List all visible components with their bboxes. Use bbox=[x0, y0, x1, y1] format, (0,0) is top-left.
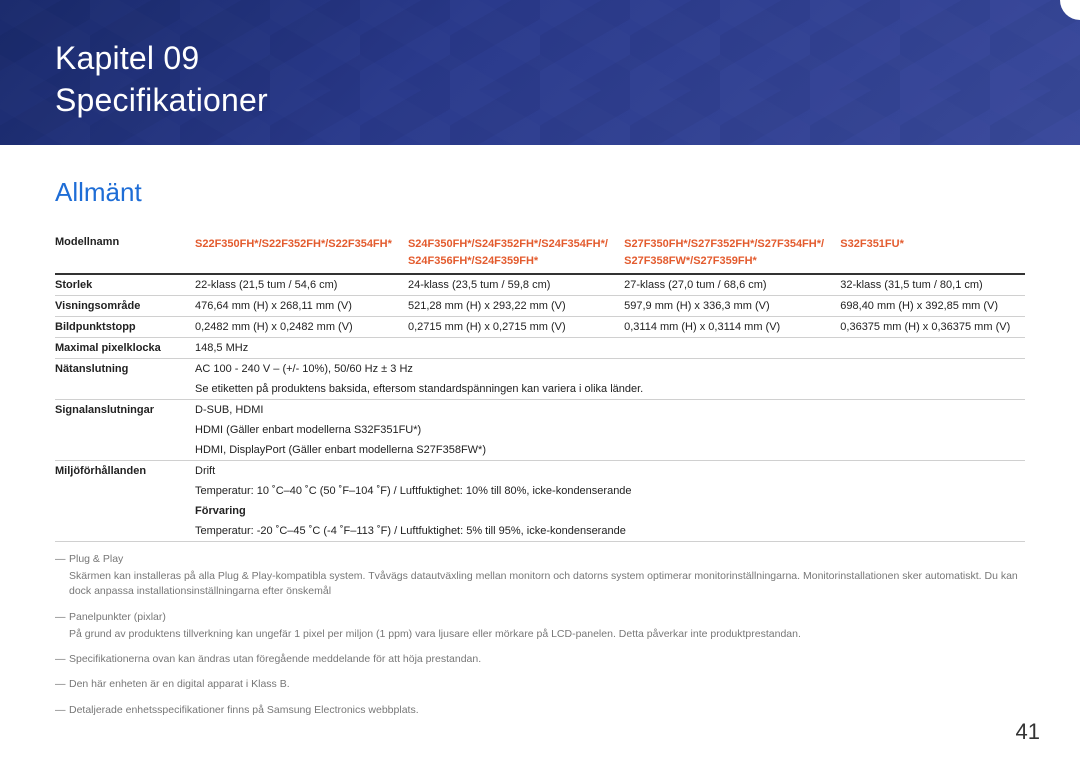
model-col-0: S22F350FH*/S22F352FH*/S22F354FH* bbox=[195, 232, 408, 274]
row-label bbox=[55, 420, 195, 440]
footnote: Den här enheten är en digital apparat i … bbox=[55, 677, 1025, 692]
chapter-title: Kapitel 09 Specifikationer bbox=[55, 38, 1080, 121]
table-cell-span: HDMI, DisplayPort (Gäller enbart modelle… bbox=[195, 440, 1025, 461]
table-cell: 476,64 mm (H) x 268,11 mm (V) bbox=[195, 296, 408, 317]
table-cell: 0,2715 mm (H) x 0,2715 mm (V) bbox=[408, 317, 624, 338]
table-cell: 0,2482 mm (H) x 0,2482 mm (V) bbox=[195, 317, 408, 338]
env-mode-text: Temperatur: 10 ˚C–40 ˚C (50 ˚F–104 ˚F) /… bbox=[195, 481, 1025, 501]
chapter-title-line1: Kapitel 09 bbox=[55, 40, 199, 76]
model-col-1: S24F350FH*/S24F352FH*/S24F354FH*/S24F356… bbox=[408, 232, 624, 274]
table-cell: 27-klass (27,0 tum / 68,6 cm) bbox=[624, 274, 840, 296]
header-modellnamn: Modellnamn bbox=[55, 232, 195, 274]
chapter-title-line2: Specifikationer bbox=[55, 82, 268, 118]
footnote: Detaljerade enhetsspecifikationer finns … bbox=[55, 703, 1025, 718]
table-cell-span: 148,5 MHz bbox=[195, 338, 1025, 359]
footnote-body: Den här enheten är en digital apparat i … bbox=[69, 678, 290, 690]
table-cell-span: AC 100 - 240 V – (+/- 10%), 50/60 Hz ± 3… bbox=[195, 359, 1025, 380]
footnote: Specifikationerna ovan kan ändras utan f… bbox=[55, 652, 1025, 667]
table-cell: 698,40 mm (H) x 392,85 mm (V) bbox=[840, 296, 1025, 317]
row-label: Maximal pixelklocka bbox=[55, 338, 195, 359]
env-mode-label: Drift bbox=[195, 461, 1025, 482]
page-corner-cut bbox=[1060, 0, 1080, 20]
footnote-title: Panelpunkter (pixlar) bbox=[69, 610, 1025, 625]
footnote-body: Detaljerade enhetsspecifikationer finns … bbox=[69, 704, 419, 716]
footnote: Plug & Play Skärmen kan installeras på al… bbox=[55, 552, 1025, 600]
row-label: Visningsområde bbox=[55, 296, 195, 317]
row-label: Bildpunktstopp bbox=[55, 317, 195, 338]
footnote-body: Specifikationerna ovan kan ändras utan f… bbox=[69, 653, 481, 665]
footnote-body: På grund av produktens tillverkning kan … bbox=[69, 628, 801, 640]
row-label bbox=[55, 440, 195, 461]
table-cell: 22-klass (21,5 tum / 54,6 cm) bbox=[195, 274, 408, 296]
chapter-banner: Kapitel 09 Specifikationer bbox=[0, 0, 1080, 145]
row-label: Storlek bbox=[55, 274, 195, 296]
env-mode-text: Temperatur: -20 ˚C–45 ˚C (-4 ˚F–113 ˚F) … bbox=[195, 521, 1025, 542]
row-label: Miljöförhållanden bbox=[55, 461, 195, 482]
footnotes: Plug & Play Skärmen kan installeras på al… bbox=[55, 552, 1025, 718]
table-cell: 32-klass (31,5 tum / 80,1 cm) bbox=[840, 274, 1025, 296]
model-col-2: S27F350FH*/S27F352FH*/S27F354FH*/S27F358… bbox=[624, 232, 840, 274]
table-cell-span: HDMI (Gäller enbart modellerna S32F351FU… bbox=[195, 420, 1025, 440]
table-cell: 0,3114 mm (H) x 0,3114 mm (V) bbox=[624, 317, 840, 338]
section-heading: Allmänt bbox=[55, 177, 1025, 208]
table-cell-span: D-SUB, HDMI bbox=[195, 400, 1025, 421]
footnote-body: Skärmen kan installeras på alla Plug & P… bbox=[69, 570, 1018, 597]
row-label: Nätanslutning bbox=[55, 359, 195, 380]
footnote-title: Plug & Play bbox=[69, 552, 1025, 567]
table-cell: 597,9 mm (H) x 336,3 mm (V) bbox=[624, 296, 840, 317]
env-mode-label: Förvaring bbox=[195, 501, 1025, 521]
page-number: 41 bbox=[1016, 719, 1040, 745]
row-label bbox=[55, 379, 195, 400]
table-cell-span: Se etiketten på produktens baksida, efte… bbox=[195, 379, 1025, 400]
page-content: Allmänt ModellnamnS22F350FH*/S22F352FH*/… bbox=[0, 145, 1080, 718]
spec-table: ModellnamnS22F350FH*/S22F352FH*/S22F354F… bbox=[55, 232, 1025, 542]
footnote: Panelpunkter (pixlar) På grund av produkt… bbox=[55, 610, 1025, 642]
table-cell: 0,36375 mm (H) x 0,36375 mm (V) bbox=[840, 317, 1025, 338]
table-cell: 24-klass (23,5 tum / 59,8 cm) bbox=[408, 274, 624, 296]
row-label: Signalanslutningar bbox=[55, 400, 195, 421]
table-cell: 521,28 mm (H) x 293,22 mm (V) bbox=[408, 296, 624, 317]
model-col-3: S32F351FU* bbox=[840, 232, 1025, 274]
